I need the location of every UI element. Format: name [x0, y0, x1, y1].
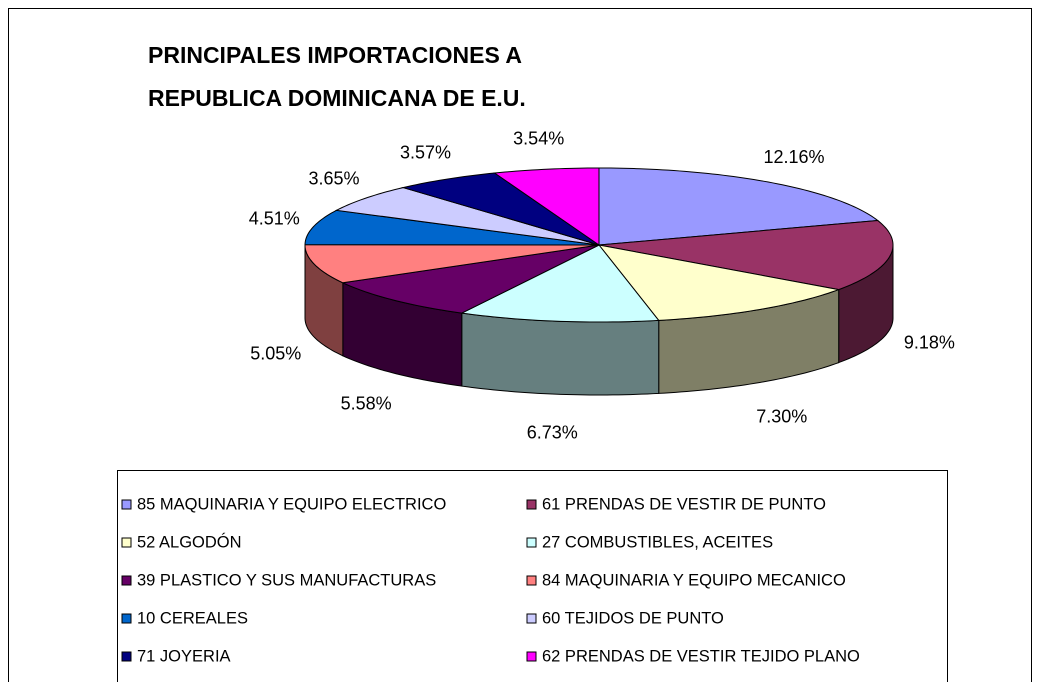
pie-slice — [597, 244, 841, 321]
data-label: 3.65% — [309, 169, 360, 189]
pie-slice — [493, 167, 600, 246]
pie-slice — [598, 219, 894, 291]
pie-slice — [304, 209, 600, 246]
legend-label: 61 PRENDAS DE VESTIR DE PUNTO — [542, 495, 826, 513]
legend-swatch — [526, 537, 537, 548]
chart-title: PRINCIPALES IMPORTACIONES A — [148, 42, 522, 68]
legend-swatch — [526, 499, 537, 510]
data-label: 5.58% — [341, 393, 392, 413]
pie-slice — [401, 172, 600, 246]
legend-label: 52 ALGODÓN — [137, 532, 242, 551]
legend-box — [117, 470, 948, 682]
pie-slice — [304, 244, 600, 284]
legend-label: 84 MAQUINARIA Y EQUIPO MECANICO — [542, 571, 846, 589]
legend-swatch — [121, 613, 132, 624]
legend-swatch — [526, 651, 537, 662]
data-label: 5.05% — [250, 344, 301, 364]
legend-label: 71 JOYERIA — [137, 647, 231, 665]
legend-label: 62 PRENDAS DE VESTIR TEJIDO PLANO — [542, 647, 860, 665]
legend-swatch — [121, 537, 132, 548]
pie-slice — [341, 244, 600, 314]
chart-title: REPUBLICA DOMINICANA DE E.U. — [148, 85, 526, 111]
legend-swatch — [526, 575, 537, 586]
legend-label: 85 MAQUINARIA Y EQUIPO ELECTRICO — [137, 495, 446, 513]
data-label: 3.54% — [513, 129, 564, 149]
data-label: 12.16% — [763, 147, 824, 167]
data-label: 4.51% — [249, 209, 300, 229]
data-label: 7.30% — [756, 406, 807, 426]
data-label: 3.57% — [400, 142, 451, 162]
legend-swatch — [121, 499, 132, 510]
legend-swatch — [121, 651, 132, 662]
pie-slice — [334, 187, 600, 246]
legend-swatch — [121, 575, 132, 586]
data-label: 9.18% — [904, 332, 955, 352]
pie-slice — [598, 167, 880, 246]
legend-label: 10 CEREALES — [137, 609, 248, 627]
chart-frame — [8, 8, 1032, 682]
legend-label: 60 TEJIDOS DE PUNTO — [542, 609, 724, 627]
data-label: 6.73% — [527, 423, 578, 443]
legend-swatch — [526, 613, 537, 624]
pie-side — [461, 312, 660, 396]
legend-label: 27 COMBUSTIBLES, ACEITES — [542, 533, 773, 551]
pie-slice — [460, 244, 660, 323]
legend-label: 39 PLASTICO Y SUS MANUFACTURAS — [137, 571, 436, 589]
